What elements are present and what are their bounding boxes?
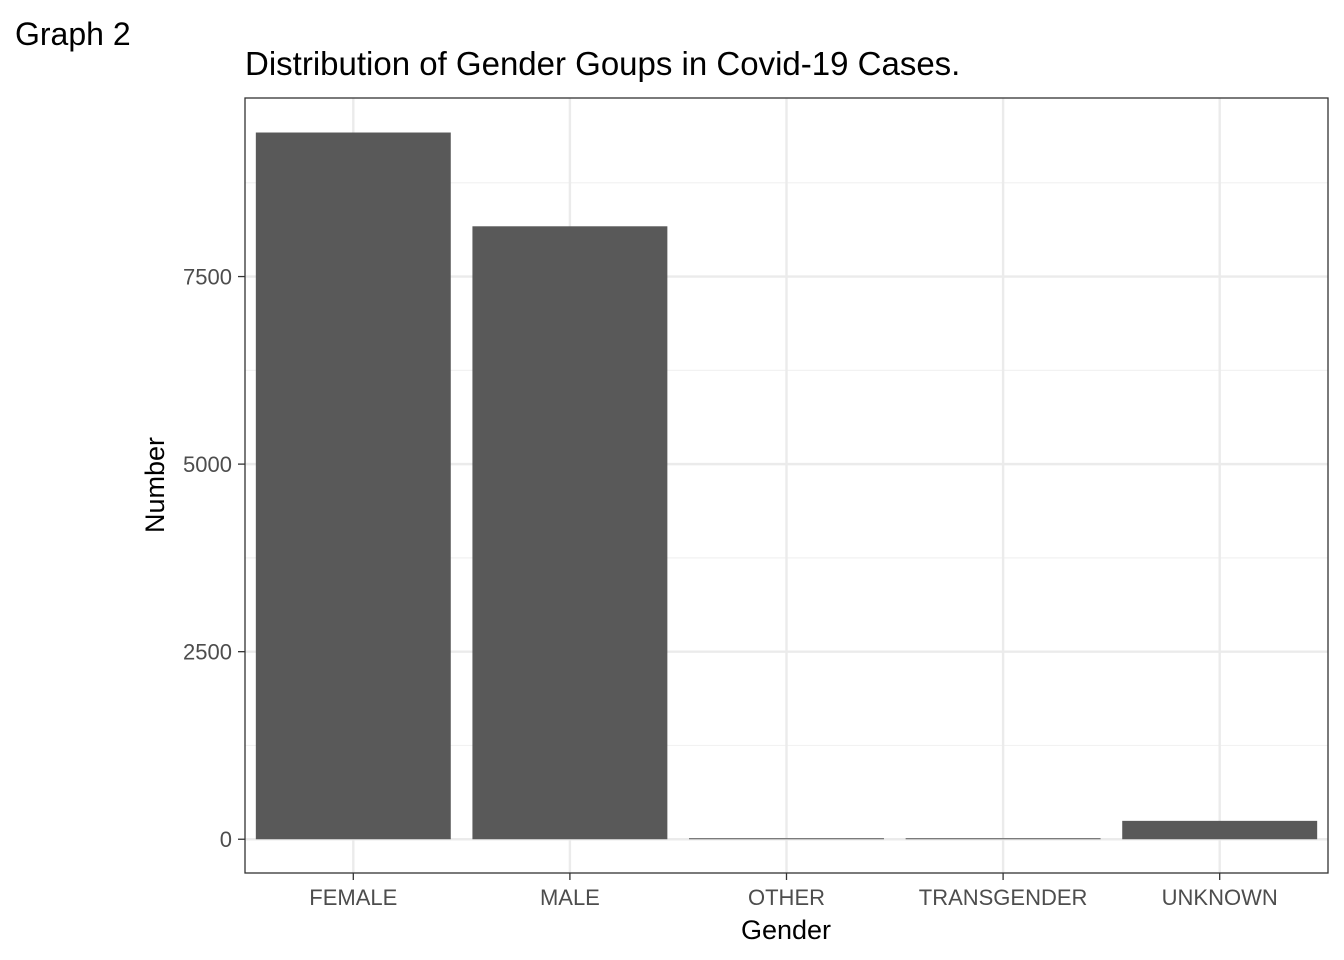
x-tick-label: FEMALE [309, 885, 397, 910]
x-axis-title: Gender [741, 915, 831, 945]
figure-tag: Graph 2 [15, 16, 131, 52]
y-axis: 0 2500 5000 7500 [183, 265, 245, 852]
y-tick-label: 7500 [183, 265, 232, 290]
x-axis: FEMALE MALE OTHER TRANSGENDER UNKNOWN [309, 873, 1278, 910]
y-axis-title: Number [140, 437, 170, 533]
bar-transgender [905, 838, 1101, 840]
bar-other [689, 838, 884, 840]
x-tick-label: UNKNOWN [1162, 885, 1278, 910]
bars [255, 132, 1318, 840]
bar-male [472, 226, 668, 840]
y-tick-label: 5000 [183, 452, 232, 477]
y-tick-label: 0 [220, 827, 232, 852]
x-tick-label: MALE [540, 885, 600, 910]
bar-female [255, 132, 451, 840]
y-tick-label: 2500 [183, 640, 232, 665]
bar-unknown [1122, 820, 1318, 840]
chart-title: Distribution of Gender Goups in Covid-19… [245, 45, 960, 82]
x-tick-label: TRANSGENDER [919, 885, 1088, 910]
x-tick-label: OTHER [748, 885, 825, 910]
